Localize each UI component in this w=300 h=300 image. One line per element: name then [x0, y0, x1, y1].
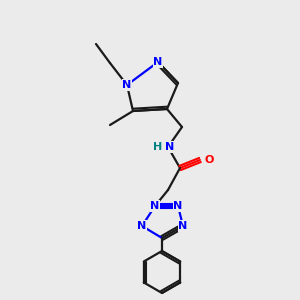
Text: N: N	[150, 201, 160, 211]
Text: O: O	[204, 155, 214, 165]
Text: N: N	[137, 221, 147, 231]
Text: N: N	[153, 57, 163, 67]
Text: N: N	[178, 221, 188, 231]
Text: N: N	[122, 80, 132, 90]
Text: N: N	[165, 142, 175, 152]
Text: H: H	[153, 142, 163, 152]
Text: N: N	[173, 201, 183, 211]
